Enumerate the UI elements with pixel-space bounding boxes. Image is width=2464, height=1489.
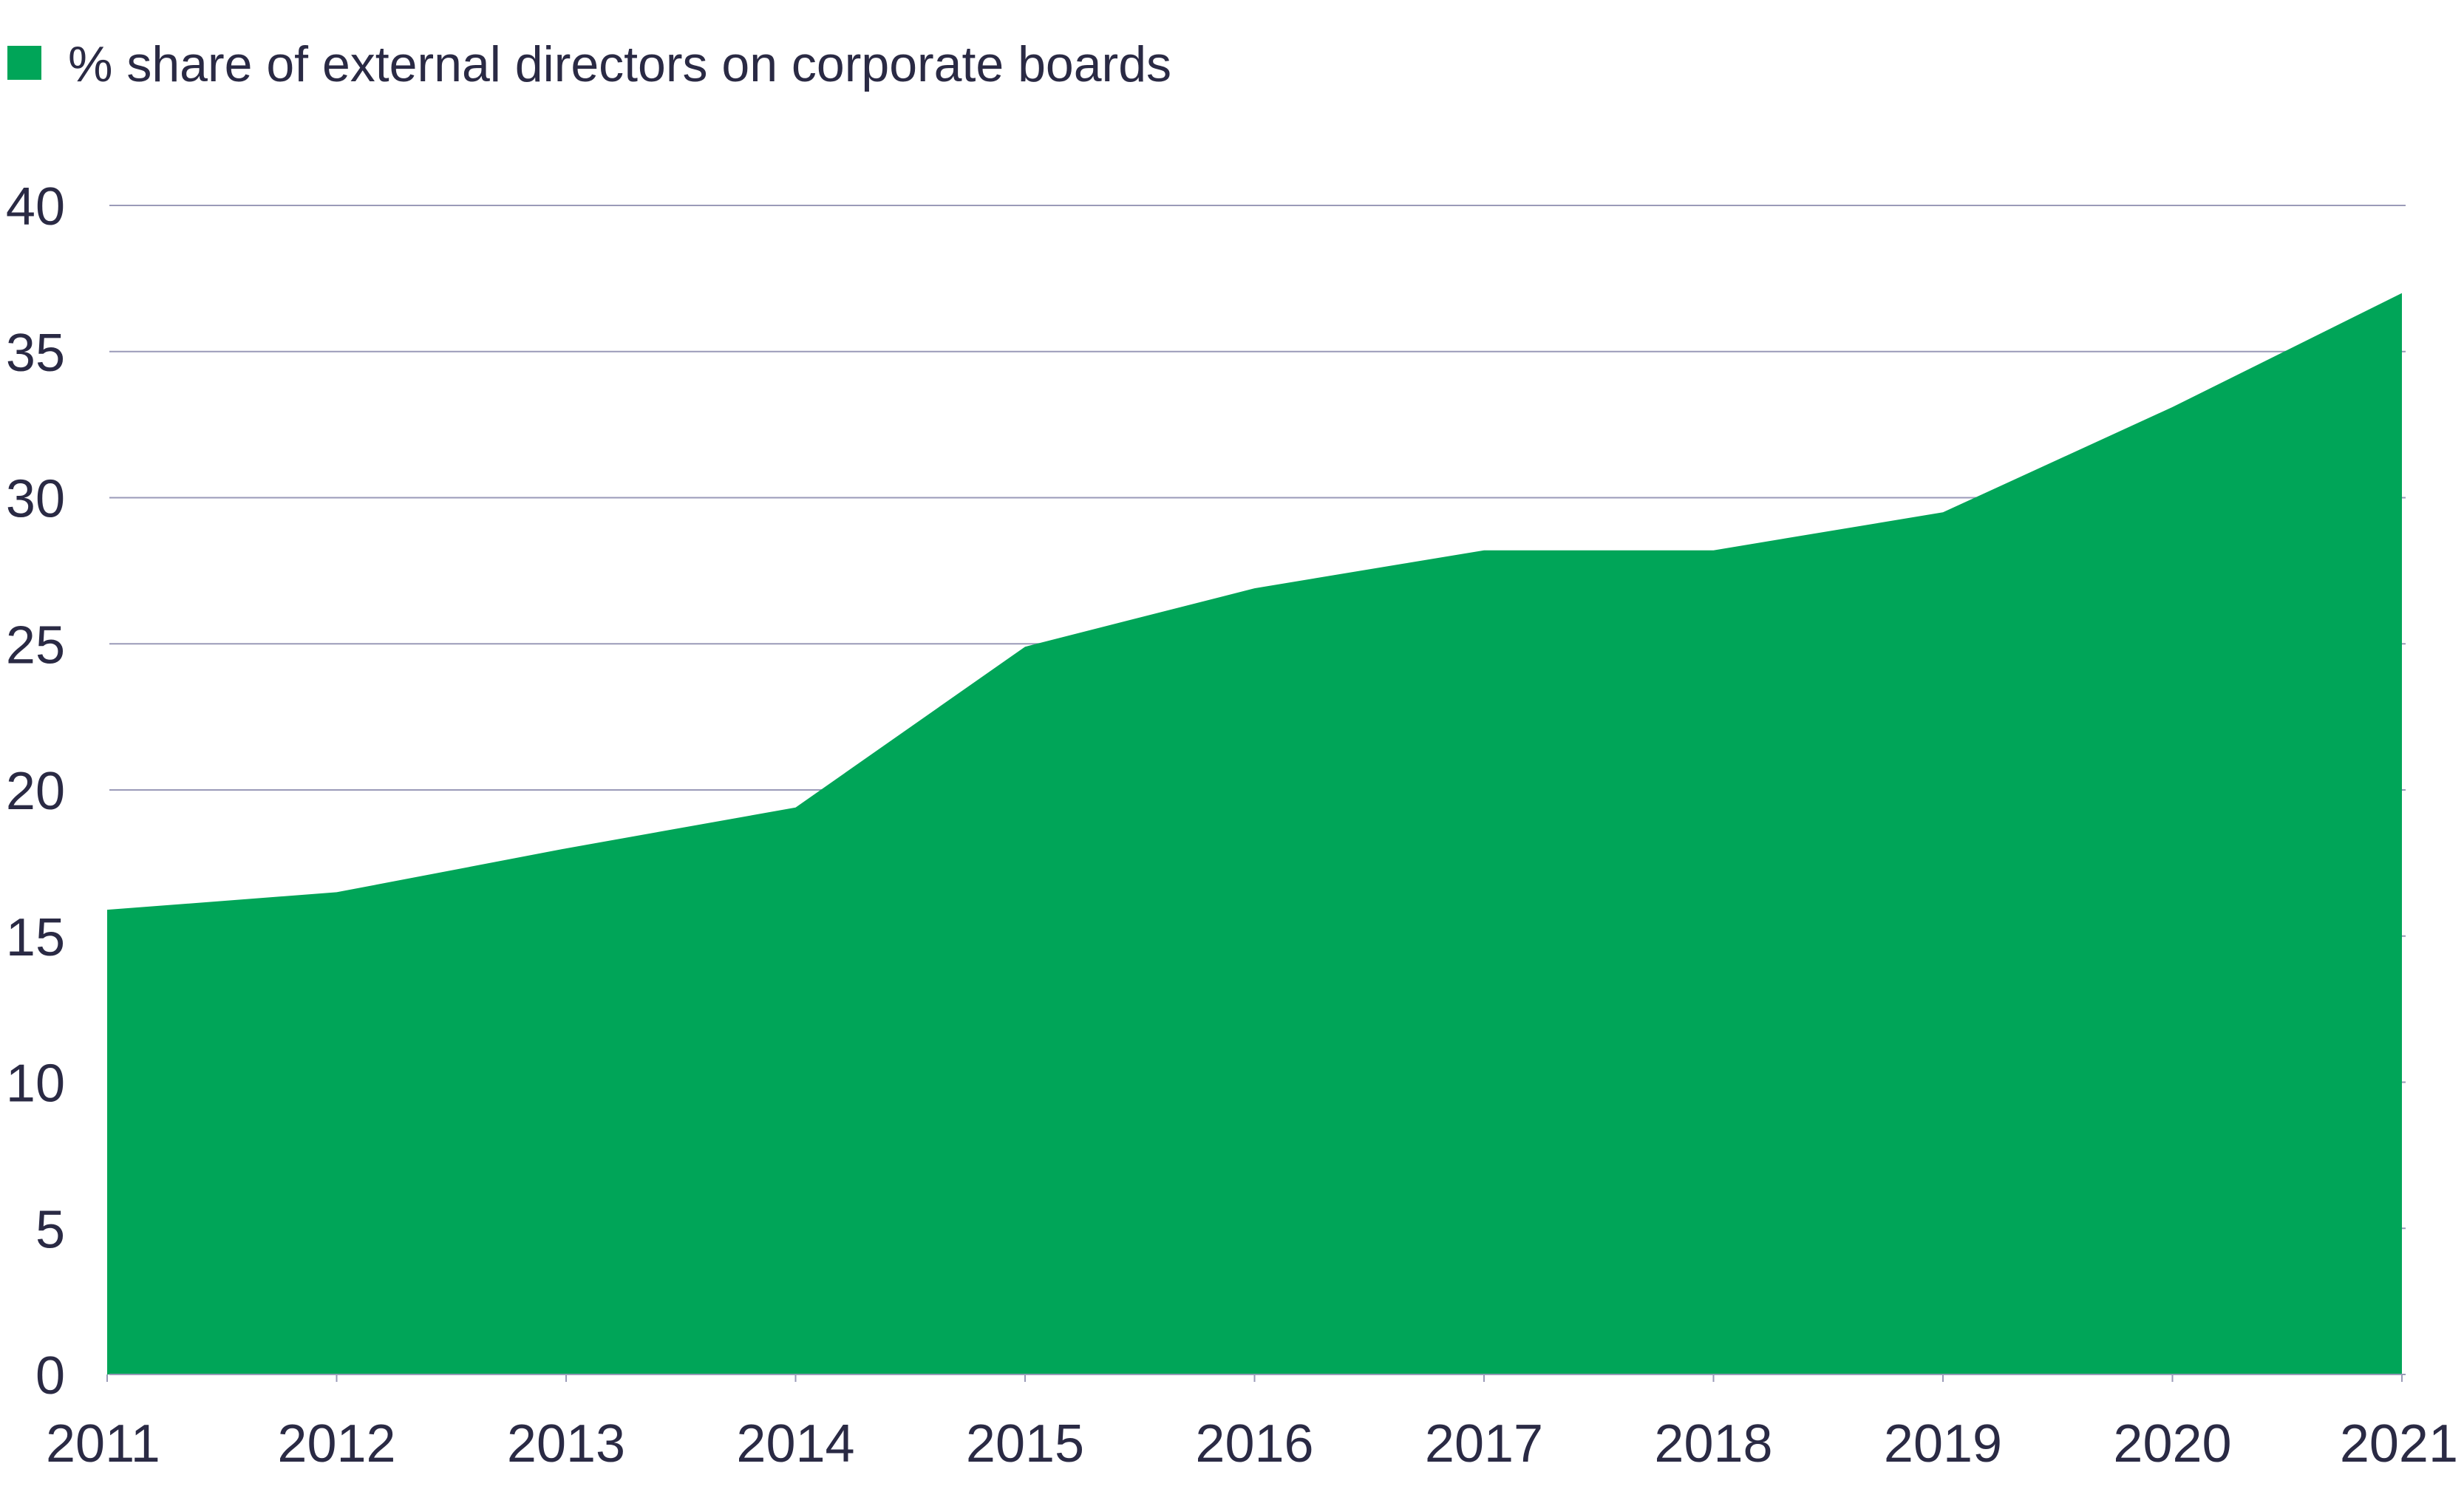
legend: % share of external directors on corpora… xyxy=(7,36,1171,92)
y-tick-label: 35 xyxy=(6,324,65,383)
x-tick-label: 2017 xyxy=(1425,1414,1543,1473)
legend-label: % share of external directors on corpora… xyxy=(68,36,1171,92)
x-tick-label: 2020 xyxy=(2113,1414,2231,1473)
x-tick-label: 2011 xyxy=(46,1414,160,1473)
y-tick-label: 15 xyxy=(6,908,65,967)
y-axis: 0 5 10 15 20 25 30 35 40 xyxy=(6,177,65,1405)
y-tick-label: 0 xyxy=(35,1346,65,1405)
x-tick-label: 2013 xyxy=(507,1414,625,1473)
x-tick-labels: 2011 2012 2013 2014 2015 2016 2017 2018 2019 2020… xyxy=(46,1414,2458,1473)
area-series xyxy=(107,293,2402,1374)
x-tick-label: 2021 xyxy=(2340,1414,2458,1473)
legend-swatch xyxy=(7,46,41,80)
x-tick-label: 2015 xyxy=(966,1414,1084,1473)
x-tick-label: 2018 xyxy=(1654,1414,1772,1473)
y-tick-label: 30 xyxy=(6,470,65,529)
y-tick-label: 10 xyxy=(6,1054,65,1114)
y-tick-label: 25 xyxy=(6,616,65,675)
x-tick-label: 2019 xyxy=(1884,1414,2002,1473)
area-layer xyxy=(107,293,2402,1374)
x-tick-label: 2016 xyxy=(1195,1414,1313,1473)
y-tick-label: 40 xyxy=(6,177,65,236)
y-tick-label: 20 xyxy=(6,762,65,821)
y-tick-label: 5 xyxy=(35,1200,65,1259)
x-axis xyxy=(106,1374,2406,1382)
x-tick-label: 2014 xyxy=(736,1414,854,1473)
x-tick-label: 2012 xyxy=(277,1414,395,1473)
